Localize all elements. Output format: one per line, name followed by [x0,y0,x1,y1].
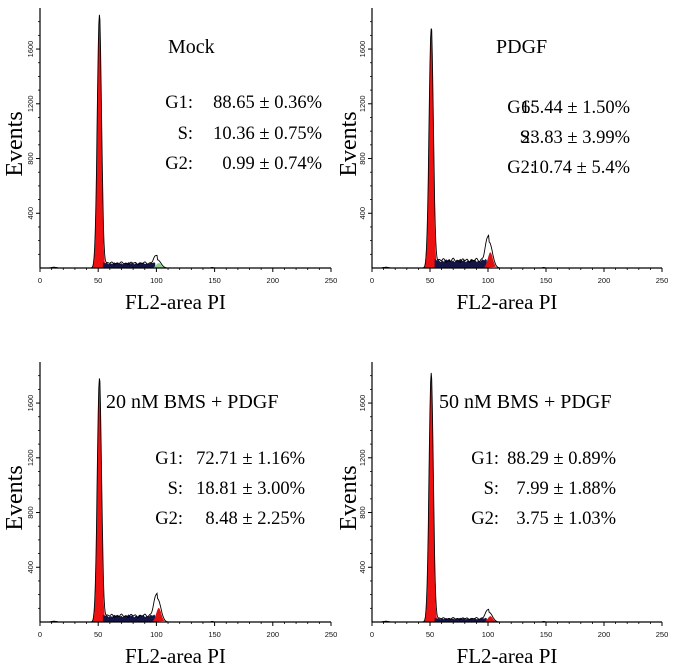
histogram-panel: Events FL2-area PI 0 50 100 150 200 250 400 800 12… [2,8,337,314]
y-tick-label: 1600 [26,41,35,58]
y-tick-label: 400 [358,207,367,220]
y-tick-label: 1200 [358,95,367,112]
stat-value: 65.44 ± 1.50% [521,98,630,118]
y-tick-label: 1200 [358,449,367,466]
y-tick-label: 800 [26,152,35,165]
g1-peak [92,378,107,622]
x-tick-label: 0 [370,630,374,639]
x-tick-label: 250 [325,630,338,639]
x-axis-label: FL2-area PI [457,290,558,314]
x-tick-label: 100 [150,276,163,285]
g2-peak [482,252,497,268]
stat-label: G2: [507,158,535,178]
x-tick-label: 150 [540,276,553,285]
stat-label: G2: [165,154,193,174]
stat-value: 8.48 ± 2.25% [205,509,305,529]
histogram-trace [45,378,227,623]
x-tick-label: 50 [94,276,102,285]
x-tick-label: 100 [150,630,163,639]
panel-title: 20 nM BMS + PDGF [106,391,278,413]
y-axis-label: Events [2,111,28,176]
x-tick-label: 200 [598,276,611,285]
stat-value: 10.74 ± 5.4% [530,158,630,178]
stat-label: G2: [471,509,499,529]
panel-title: Mock [168,36,215,58]
y-tick-label: 400 [26,207,35,220]
histogram-trace [377,28,558,269]
x-axis-label: FL2-area PI [457,644,558,668]
x-tick-label: 0 [38,630,42,639]
stat-value: 3.75 ± 1.03% [516,509,616,529]
stat-value: 0.99 ± 0.74% [222,154,322,174]
panel-title: PDGF [496,36,547,58]
histogram-panel: Events FL2-area PI 0 50 100 150 200 250 400 800 12… [2,362,337,668]
g2-peak [482,616,497,622]
y-tick-label: 800 [358,506,367,519]
y-tick-label: 1600 [26,395,35,412]
y-axis-label: Events [336,465,362,530]
x-tick-label: 250 [325,276,338,285]
y-tick-label: 1600 [358,41,367,58]
y-axis-label: Events [2,465,28,530]
x-axis-label: FL2-area PI [125,644,226,668]
stat-label: G1: [507,98,535,118]
g1-peak [92,14,107,268]
y-tick-label: 800 [358,152,367,165]
x-tick-label: 200 [267,630,280,639]
stat-label: S: [168,479,183,499]
stat-label: G1: [471,449,499,469]
x-tick-label: 150 [540,630,553,639]
stat-label: S: [520,128,535,148]
histogram-panel: Events FL2-area PI 0 50 100 150 200 250 400 800 12… [336,362,668,668]
histogram-panel: Events FL2-area PI 0 50 100 150 200 250 400 800 12… [336,8,668,314]
g1-peak [424,28,439,268]
stat-value: 18.81 ± 3.00% [196,479,305,499]
y-tick-label: 1600 [358,395,367,412]
y-tick-label: 1200 [26,449,35,466]
x-axis-label: FL2-area PI [125,290,226,314]
stat-value: 88.29 ± 0.89% [507,449,616,469]
x-tick-label: 100 [482,630,495,639]
y-axis-label: Events [336,111,362,176]
x-tick-label: 0 [38,276,42,285]
x-tick-label: 50 [426,630,434,639]
x-tick-label: 50 [94,630,102,639]
stat-value: 72.71 ± 1.16% [196,449,305,469]
stat-value: 88.65 ± 0.36% [213,93,322,113]
stat-label: G1: [155,449,183,469]
stat-value: 10.36 ± 0.75% [213,124,322,144]
panel-title: 50 nM BMS + PDGF [439,391,611,413]
x-tick-label: 150 [208,630,221,639]
x-tick-label: 50 [426,276,434,285]
g1-peak [424,372,439,622]
x-tick-label: 0 [370,276,374,285]
stat-value: 23.83 ± 3.99% [521,128,630,148]
g2-peak [150,608,165,622]
stat-label: G2: [155,509,183,529]
stat-value: 7.99 ± 1.88% [516,479,616,499]
x-tick-label: 100 [482,276,495,285]
x-tick-label: 200 [267,276,280,285]
x-tick-label: 150 [208,276,221,285]
x-tick-label: 200 [598,630,611,639]
x-tick-label: 250 [656,630,669,639]
stat-label: S: [484,479,499,499]
stat-label: G1: [165,93,193,113]
stat-label: S: [178,124,193,144]
y-tick-label: 800 [26,506,35,519]
g2-peak [150,263,165,268]
y-tick-label: 1200 [26,95,35,112]
y-tick-label: 400 [358,561,367,574]
x-tick-label: 250 [656,276,669,285]
y-tick-label: 400 [26,561,35,574]
